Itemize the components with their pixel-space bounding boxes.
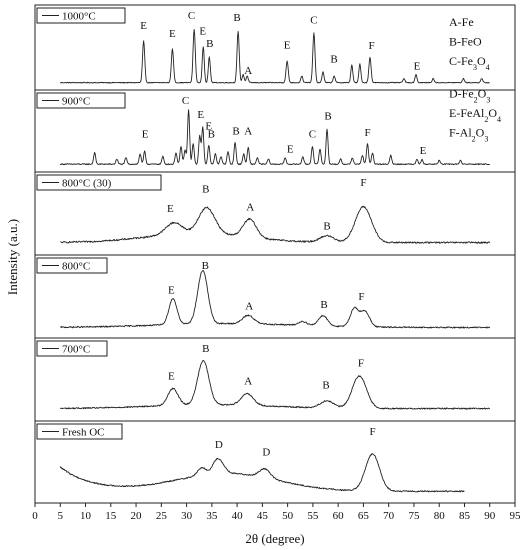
x-tick-label: 10 (80, 510, 92, 522)
peak-label-e: E (420, 145, 427, 157)
peak-label-b: B (202, 184, 209, 196)
x-tick-label: 35 (206, 510, 218, 522)
legend-box (36, 340, 108, 357)
peak-label-b: B (323, 221, 330, 233)
diffraction-trace (59, 109, 490, 166)
legend-box (36, 92, 126, 109)
diffraction-trace (59, 29, 490, 84)
peak-label-d: D (215, 439, 223, 451)
peak-label-f: F (358, 291, 364, 303)
peak-label-f: F (368, 40, 374, 52)
phase-key-entry: B-FeO (449, 35, 482, 49)
peak-label-b: B (233, 12, 240, 24)
legend-label: 700°C (62, 344, 90, 356)
legend-box (36, 174, 162, 191)
peak-label-b: B (208, 128, 215, 140)
peak-label-c: C (188, 10, 195, 22)
phase-key-entry: D-Fe2O3 (449, 87, 490, 105)
y-axis-title: Intensity (a.u.) (5, 219, 20, 295)
peak-label-e: E (167, 203, 174, 215)
legend-label: 900°C (62, 96, 90, 108)
legend-label: 800°C (62, 261, 90, 273)
peak-label-e: E (414, 60, 421, 72)
phase-key-entry: C-Fe3O4 (449, 54, 490, 72)
peak-label-e: E (284, 40, 291, 52)
peak-label-b: B (330, 54, 337, 66)
peak-label-e: E (287, 144, 294, 156)
x-tick-label: 95 (510, 510, 522, 522)
peak-label-f: F (358, 357, 364, 369)
x-tick-label: 30 (181, 510, 193, 522)
panel-3: 800°C (30) E B A B F (34, 171, 516, 256)
phase-key-entry: E-FeAl2O4 (449, 106, 501, 124)
peak-label-d: D (262, 447, 270, 459)
legend-box (36, 7, 126, 24)
x-tick-label: 75 (408, 510, 420, 522)
peak-label-e: E (168, 370, 175, 382)
x-tick-label: 5 (58, 510, 64, 522)
peak-label-e: E (140, 20, 147, 32)
legend-box (36, 423, 123, 440)
peak-label-a: A (246, 202, 254, 214)
x-tick-label: 25 (156, 510, 168, 522)
peak-label-e: E (205, 121, 212, 133)
x-tick-label: 80 (434, 510, 446, 522)
legend-box (36, 257, 108, 274)
peak-label-f: F (364, 127, 370, 139)
x-tick-label: 45 (257, 510, 269, 522)
x-tick-label: 15 (105, 510, 117, 522)
phase-key-entry: A-Fe (449, 15, 474, 29)
x-tick-label: 50 (282, 510, 294, 522)
peak-label-f: F (369, 426, 375, 438)
legend-label: 1000°C (62, 11, 96, 23)
peak-label-e: E (168, 285, 175, 297)
x-tick-label: 70 (383, 510, 395, 522)
legend-label: Fresh OC (62, 427, 104, 439)
peak-label-b: B (324, 110, 331, 122)
peak-label-b: B (322, 379, 329, 391)
x-tick-label: 60 (333, 510, 345, 522)
phase-key-entry: F-Al2O3 (449, 126, 488, 144)
peak-label-a: A (244, 376, 252, 388)
peak-label-a: A (244, 126, 252, 138)
panel-5: 700°C E B A B F (34, 337, 516, 422)
x-tick-label: 0 (32, 510, 38, 522)
x-tick-label: 85 (459, 510, 471, 522)
peak-label-b: B (202, 343, 209, 355)
legend-label: 800°C (30) (62, 178, 112, 190)
peak-label-b: B (320, 299, 327, 311)
panel-4: 800°C E B A B F (34, 254, 516, 339)
peak-label-b: B (206, 38, 213, 50)
peak-label-c: C (309, 128, 316, 140)
peak-label-b: B (202, 260, 209, 272)
x-axis: 0 5 10 15 20 25 30 35 40 45 50 55 60 65 70 75 80 85 90 95 (32, 502, 522, 522)
peak-label-e: E (169, 28, 176, 40)
peak-label-e: E (199, 25, 206, 37)
x-tick-label: 20 (131, 510, 143, 522)
diffraction-trace (59, 452, 465, 493)
peak-label-e: E (197, 109, 204, 121)
diffraction-trace (59, 359, 491, 410)
peak-label-b: B (232, 126, 239, 138)
peak-label-c: C (182, 95, 189, 107)
x-tick-label: 55 (307, 510, 319, 522)
peak-label-c: C (310, 15, 317, 27)
x-tick-label: 90 (484, 510, 496, 522)
peak-label-a: A (244, 65, 252, 77)
x-axis-title: 2θ (degree) (245, 531, 304, 546)
peak-label-f: F (360, 177, 366, 189)
peak-label-e: E (142, 128, 149, 140)
x-tick-label: 65 (358, 510, 370, 522)
diffraction-trace (60, 205, 491, 244)
panel-6: Fresh OC D D F (34, 420, 516, 504)
x-tick-label: 40 (232, 510, 244, 522)
peak-label-a: A (245, 300, 253, 312)
diffraction-trace (60, 270, 491, 329)
